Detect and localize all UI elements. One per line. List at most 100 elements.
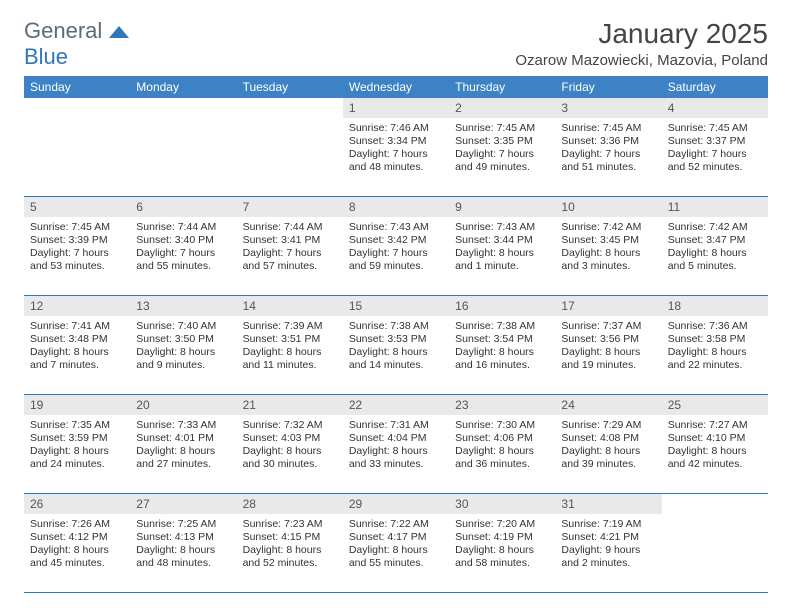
day-cell: Sunrise: 7:39 AMSunset: 3:51 PMDaylight:…: [237, 316, 343, 394]
day-cell: Sunrise: 7:31 AMSunset: 4:04 PMDaylight:…: [343, 415, 449, 493]
daylight-text: Daylight: 7 hours and 53 minutes.: [30, 247, 124, 273]
day-cell: Sunrise: 7:32 AMSunset: 4:03 PMDaylight:…: [237, 415, 343, 493]
day-number: 4: [662, 98, 768, 118]
weekday-label: Monday: [130, 76, 236, 98]
sunset-text: Sunset: 3:37 PM: [668, 135, 762, 148]
sunrise-text: Sunrise: 7:19 AM: [561, 518, 655, 531]
sunset-text: Sunset: 4:06 PM: [455, 432, 549, 445]
logo-text-blue: Blue: [24, 44, 68, 69]
sunset-text: Sunset: 4:19 PM: [455, 531, 549, 544]
sunrise-text: Sunrise: 7:39 AM: [243, 320, 337, 333]
day-number: 9: [449, 197, 555, 217]
sunset-text: Sunset: 3:56 PM: [561, 333, 655, 346]
sunset-text: Sunset: 4:04 PM: [349, 432, 443, 445]
sunrise-text: Sunrise: 7:45 AM: [30, 221, 124, 234]
sunset-text: Sunset: 3:39 PM: [30, 234, 124, 247]
day-number-row: 567891011: [24, 197, 768, 217]
day-number: 3: [555, 98, 661, 118]
day-number: 25: [662, 395, 768, 415]
day-number: 23: [449, 395, 555, 415]
day-cell: Sunrise: 7:36 AMSunset: 3:58 PMDaylight:…: [662, 316, 768, 394]
day-cell: Sunrise: 7:23 AMSunset: 4:15 PMDaylight:…: [237, 514, 343, 592]
sunset-text: Sunset: 4:08 PM: [561, 432, 655, 445]
day-cell: Sunrise: 7:40 AMSunset: 3:50 PMDaylight:…: [130, 316, 236, 394]
day-cell: Sunrise: 7:38 AMSunset: 3:53 PMDaylight:…: [343, 316, 449, 394]
sunset-text: Sunset: 4:17 PM: [349, 531, 443, 544]
day-number: 8: [343, 197, 449, 217]
day-cell: Sunrise: 7:20 AMSunset: 4:19 PMDaylight:…: [449, 514, 555, 592]
location-text: Ozarow Mazowiecki, Mazovia, Poland: [515, 52, 768, 69]
week-row: Sunrise: 7:45 AMSunset: 3:39 PMDaylight:…: [24, 217, 768, 296]
sunrise-text: Sunrise: 7:29 AM: [561, 419, 655, 432]
daylight-text: Daylight: 8 hours and 48 minutes.: [136, 544, 230, 570]
daylight-text: Daylight: 8 hours and 36 minutes.: [455, 445, 549, 471]
sunset-text: Sunset: 3:41 PM: [243, 234, 337, 247]
day-cell: Sunrise: 7:44 AMSunset: 3:41 PMDaylight:…: [237, 217, 343, 295]
sunset-text: Sunset: 3:36 PM: [561, 135, 655, 148]
weekday-label: Friday: [555, 76, 661, 98]
day-number: 13: [130, 296, 236, 316]
day-cell: Sunrise: 7:42 AMSunset: 3:45 PMDaylight:…: [555, 217, 661, 295]
sunrise-text: Sunrise: 7:44 AM: [136, 221, 230, 234]
sunset-text: Sunset: 3:48 PM: [30, 333, 124, 346]
sunrise-text: Sunrise: 7:40 AM: [136, 320, 230, 333]
header: General Blue January 2025 Ozarow Mazowie…: [24, 18, 768, 70]
sunrise-text: Sunrise: 7:30 AM: [455, 419, 549, 432]
weekday-label: Wednesday: [343, 76, 449, 98]
day-number: 2: [449, 98, 555, 118]
day-number: 29: [343, 494, 449, 514]
day-number: 24: [555, 395, 661, 415]
daylight-text: Daylight: 8 hours and 3 minutes.: [561, 247, 655, 273]
daylight-text: Daylight: 8 hours and 55 minutes.: [349, 544, 443, 570]
page-title: January 2025: [515, 18, 768, 50]
sunrise-text: Sunrise: 7:46 AM: [349, 122, 443, 135]
sunrise-text: Sunrise: 7:36 AM: [668, 320, 762, 333]
day-cell: Sunrise: 7:41 AMSunset: 3:48 PMDaylight:…: [24, 316, 130, 394]
day-cell: Sunrise: 7:19 AMSunset: 4:21 PMDaylight:…: [555, 514, 661, 592]
day-number: 10: [555, 197, 661, 217]
weekday-label: Tuesday: [237, 76, 343, 98]
week-row: Sunrise: 7:26 AMSunset: 4:12 PMDaylight:…: [24, 514, 768, 593]
day-cell: Sunrise: 7:46 AMSunset: 3:34 PMDaylight:…: [343, 118, 449, 196]
week-row: Sunrise: 7:41 AMSunset: 3:48 PMDaylight:…: [24, 316, 768, 395]
daylight-text: Daylight: 7 hours and 52 minutes.: [668, 148, 762, 174]
day-number: 5: [24, 197, 130, 217]
day-cell: Sunrise: 7:45 AMSunset: 3:35 PMDaylight:…: [449, 118, 555, 196]
daylight-text: Daylight: 7 hours and 51 minutes.: [561, 148, 655, 174]
sunrise-text: Sunrise: 7:43 AM: [455, 221, 549, 234]
day-number: 30: [449, 494, 555, 514]
daylight-text: Daylight: 8 hours and 7 minutes.: [30, 346, 124, 372]
day-number: 18: [662, 296, 768, 316]
sunrise-text: Sunrise: 7:35 AM: [30, 419, 124, 432]
daylight-text: Daylight: 7 hours and 48 minutes.: [349, 148, 443, 174]
sunrise-text: Sunrise: 7:31 AM: [349, 419, 443, 432]
daylight-text: Daylight: 8 hours and 24 minutes.: [30, 445, 124, 471]
day-number: 14: [237, 296, 343, 316]
day-number: [662, 494, 768, 514]
week-row: Sunrise: 7:35 AMSunset: 3:59 PMDaylight:…: [24, 415, 768, 494]
sunset-text: Sunset: 4:21 PM: [561, 531, 655, 544]
day-number: [130, 98, 236, 118]
daylight-text: Daylight: 7 hours and 55 minutes.: [136, 247, 230, 273]
day-number: 28: [237, 494, 343, 514]
day-cell: Sunrise: 7:26 AMSunset: 4:12 PMDaylight:…: [24, 514, 130, 592]
sunset-text: Sunset: 4:10 PM: [668, 432, 762, 445]
sunset-text: Sunset: 3:40 PM: [136, 234, 230, 247]
day-number: 20: [130, 395, 236, 415]
sunrise-text: Sunrise: 7:26 AM: [30, 518, 124, 531]
sunrise-text: Sunrise: 7:25 AM: [136, 518, 230, 531]
sunrise-text: Sunrise: 7:43 AM: [349, 221, 443, 234]
day-number: 7: [237, 197, 343, 217]
day-number: 15: [343, 296, 449, 316]
day-cell: Sunrise: 7:38 AMSunset: 3:54 PMDaylight:…: [449, 316, 555, 394]
day-number: [24, 98, 130, 118]
weekday-label: Saturday: [662, 76, 768, 98]
daylight-text: Daylight: 8 hours and 39 minutes.: [561, 445, 655, 471]
daylight-text: Daylight: 8 hours and 42 minutes.: [668, 445, 762, 471]
sunrise-text: Sunrise: 7:27 AM: [668, 419, 762, 432]
daylight-text: Daylight: 7 hours and 57 minutes.: [243, 247, 337, 273]
sunset-text: Sunset: 3:44 PM: [455, 234, 549, 247]
sunset-text: Sunset: 4:01 PM: [136, 432, 230, 445]
daylight-text: Daylight: 8 hours and 22 minutes.: [668, 346, 762, 372]
triangle-icon: [109, 24, 129, 38]
